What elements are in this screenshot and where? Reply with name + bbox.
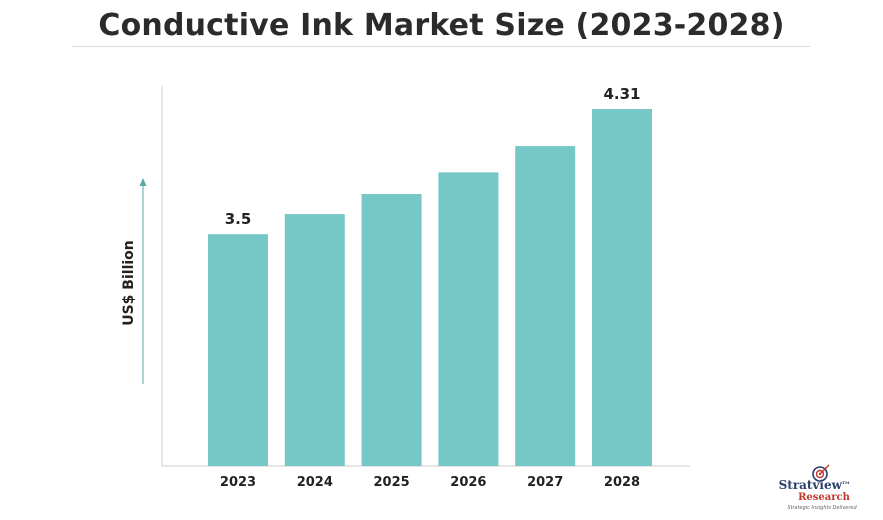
bar-2026 [438, 172, 499, 466]
x-tick-label-2028: 2028 [604, 475, 640, 490]
data-label-2023: 3.5 [225, 210, 252, 228]
chart-title: Conductive Ink Market Size (2023-2028) [98, 8, 785, 43]
bar-2025 [361, 194, 422, 466]
logo-tagline: Strategic Insights Delivered [787, 505, 857, 511]
logo-subtitle: Research [798, 492, 850, 503]
bar-2023 [208, 234, 268, 466]
x-tick-label-2027: 2027 [527, 475, 563, 490]
bar-2027 [515, 146, 576, 466]
data-label-2028: 4.31 [603, 85, 640, 103]
logo-name: StratviewTM [778, 478, 850, 492]
y-axis-label: US$ Billion [121, 240, 137, 326]
bar-2024 [284, 214, 345, 466]
target-icon [812, 464, 830, 482]
title-underline [72, 46, 810, 47]
bar-2028 [592, 109, 652, 466]
x-tick-label-2024: 2024 [297, 475, 333, 490]
y-axis-arrow-head-icon [139, 178, 147, 186]
x-tick-label-2025: 2025 [374, 475, 410, 490]
x-tick-label-2023: 2023 [220, 475, 256, 490]
x-tick-label-2026: 2026 [450, 475, 486, 490]
stratview-logo: StratviewTM Research Strategic Insights … [768, 462, 878, 516]
